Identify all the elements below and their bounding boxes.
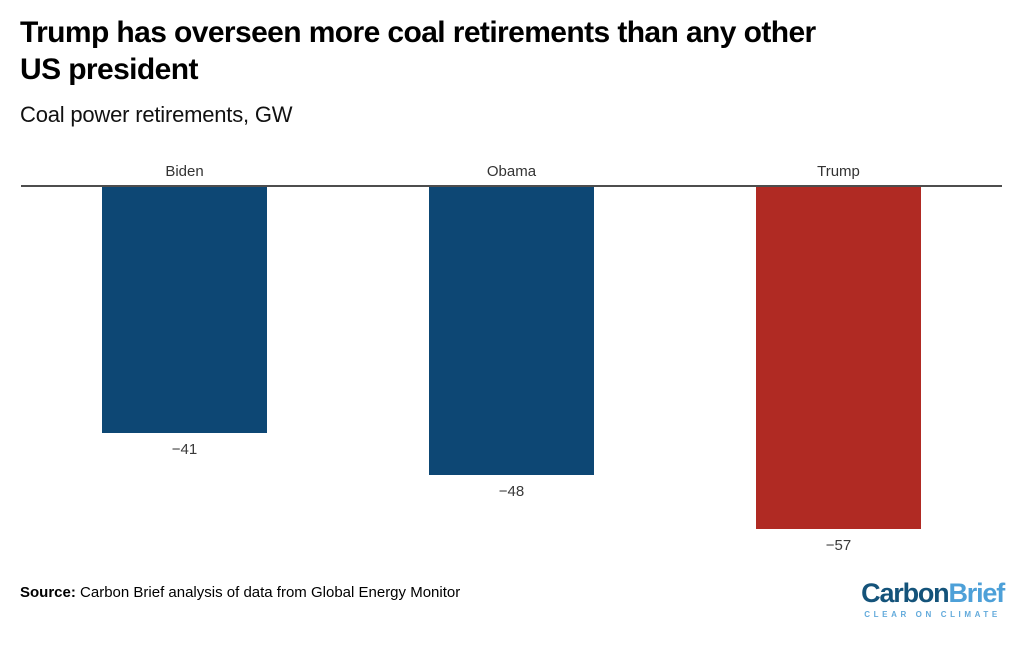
value-label-biden: −41: [171, 441, 198, 458]
source-note: Source: Carbon Brief analysis of data fr…: [20, 584, 460, 601]
category-label-biden: Biden: [165, 163, 204, 180]
source-text: Carbon Brief analysis of data from Globa…: [80, 584, 461, 601]
bar-biden: [102, 187, 267, 433]
logo-text-carbon: Carbon: [861, 578, 950, 608]
bar-obama: [429, 187, 594, 475]
source-label: Source:: [20, 584, 76, 601]
value-label-obama: −48: [498, 483, 525, 500]
chart-title-line2: US president: [20, 53, 198, 86]
value-label-trump: −57: [825, 537, 852, 554]
chart-title-line1: Trump has overseen more coal retirements…: [20, 16, 816, 49]
carbonbrief-logo-wordmark: CarbonBrief: [861, 578, 1005, 608]
chart-subtitle: Coal power retirements, GW: [20, 102, 293, 127]
category-label-obama: Obama: [486, 163, 537, 180]
logo-tagline: CLEAR ON CLIMATE: [864, 610, 1001, 619]
category-label-trump: Trump: [817, 163, 860, 180]
bar-trump: [756, 187, 921, 529]
bar-chart-plot-area: Biden −41 Obama −48 Trump −57: [0, 163, 1024, 563]
chart-title: Trump has overseen more coal retirements…: [20, 14, 920, 88]
logo-text-brief: Brief: [948, 578, 1005, 608]
carbonbrief-logo: CarbonBrief CLEAR ON CLIMATE: [861, 578, 1005, 619]
zero-axis-line: [21, 185, 1002, 187]
